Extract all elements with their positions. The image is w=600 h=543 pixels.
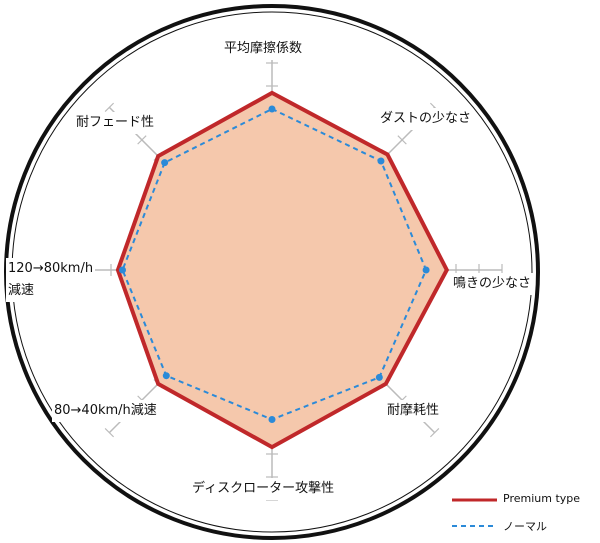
data-point bbox=[119, 266, 126, 274]
axis-label: 平均摩擦係数 bbox=[222, 38, 305, 60]
axis-label: ダストの少なさ bbox=[378, 108, 474, 130]
axis-label: ディスクローター攻撃性 bbox=[190, 478, 337, 500]
tick-mark bbox=[137, 135, 147, 145]
legend-label: Premium type bbox=[503, 492, 581, 505]
data-point bbox=[161, 159, 169, 167]
tick-mark bbox=[104, 427, 115, 438]
axis-label: 耐摩耗性 bbox=[385, 400, 442, 422]
data-point bbox=[375, 373, 383, 381]
data-point bbox=[268, 416, 276, 423]
tick-mark bbox=[397, 135, 407, 145]
data-point bbox=[268, 105, 276, 113]
axis-label: 耐フェード性 bbox=[74, 112, 157, 134]
data-point bbox=[162, 372, 170, 380]
legend-label: ノーマル bbox=[503, 520, 547, 533]
data-point bbox=[377, 157, 385, 165]
axis-label: 80→40km/h減速 bbox=[52, 400, 159, 422]
series-shape bbox=[115, 90, 450, 450]
data-point bbox=[422, 266, 430, 274]
axis-label: 鳴きの少なさ bbox=[451, 273, 534, 295]
tick-mark bbox=[104, 102, 115, 113]
tick-mark bbox=[429, 427, 440, 438]
axis-label: 120→80km/h 減速 bbox=[6, 258, 96, 302]
